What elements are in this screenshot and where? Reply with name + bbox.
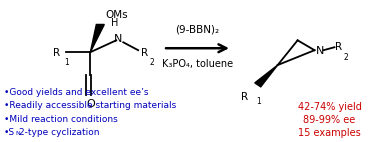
Text: O: O (86, 99, 95, 109)
Text: N: N (316, 46, 324, 56)
Polygon shape (255, 65, 278, 87)
Text: R: R (241, 92, 248, 102)
Text: 2-type cyclization: 2-type cyclization (19, 128, 100, 137)
Text: 89-99% ee: 89-99% ee (304, 115, 356, 125)
Text: R: R (335, 42, 342, 52)
Polygon shape (90, 24, 104, 52)
Text: 1: 1 (65, 58, 69, 67)
Text: OMs: OMs (105, 11, 128, 20)
Text: •S: •S (4, 128, 15, 137)
Text: 2: 2 (344, 53, 348, 62)
Text: 2: 2 (149, 58, 154, 67)
Text: R: R (53, 48, 60, 58)
Text: K₃PO₄, toluene: K₃PO₄, toluene (162, 59, 233, 69)
Text: N: N (114, 34, 122, 44)
Text: 15 examples: 15 examples (298, 128, 361, 138)
Text: R: R (141, 48, 148, 58)
Text: 42-74% yield: 42-74% yield (297, 102, 361, 112)
Text: N: N (15, 131, 20, 136)
Text: •Mild reaction conditions: •Mild reaction conditions (4, 115, 118, 124)
Text: •Good yields and excellent ee’s: •Good yields and excellent ee’s (4, 88, 148, 97)
Text: 1: 1 (256, 97, 260, 106)
Text: •Readily accessible starting materials: •Readily accessible starting materials (4, 101, 176, 110)
Text: (9-BBN)₂: (9-BBN)₂ (175, 24, 220, 34)
Text: H: H (111, 18, 118, 28)
